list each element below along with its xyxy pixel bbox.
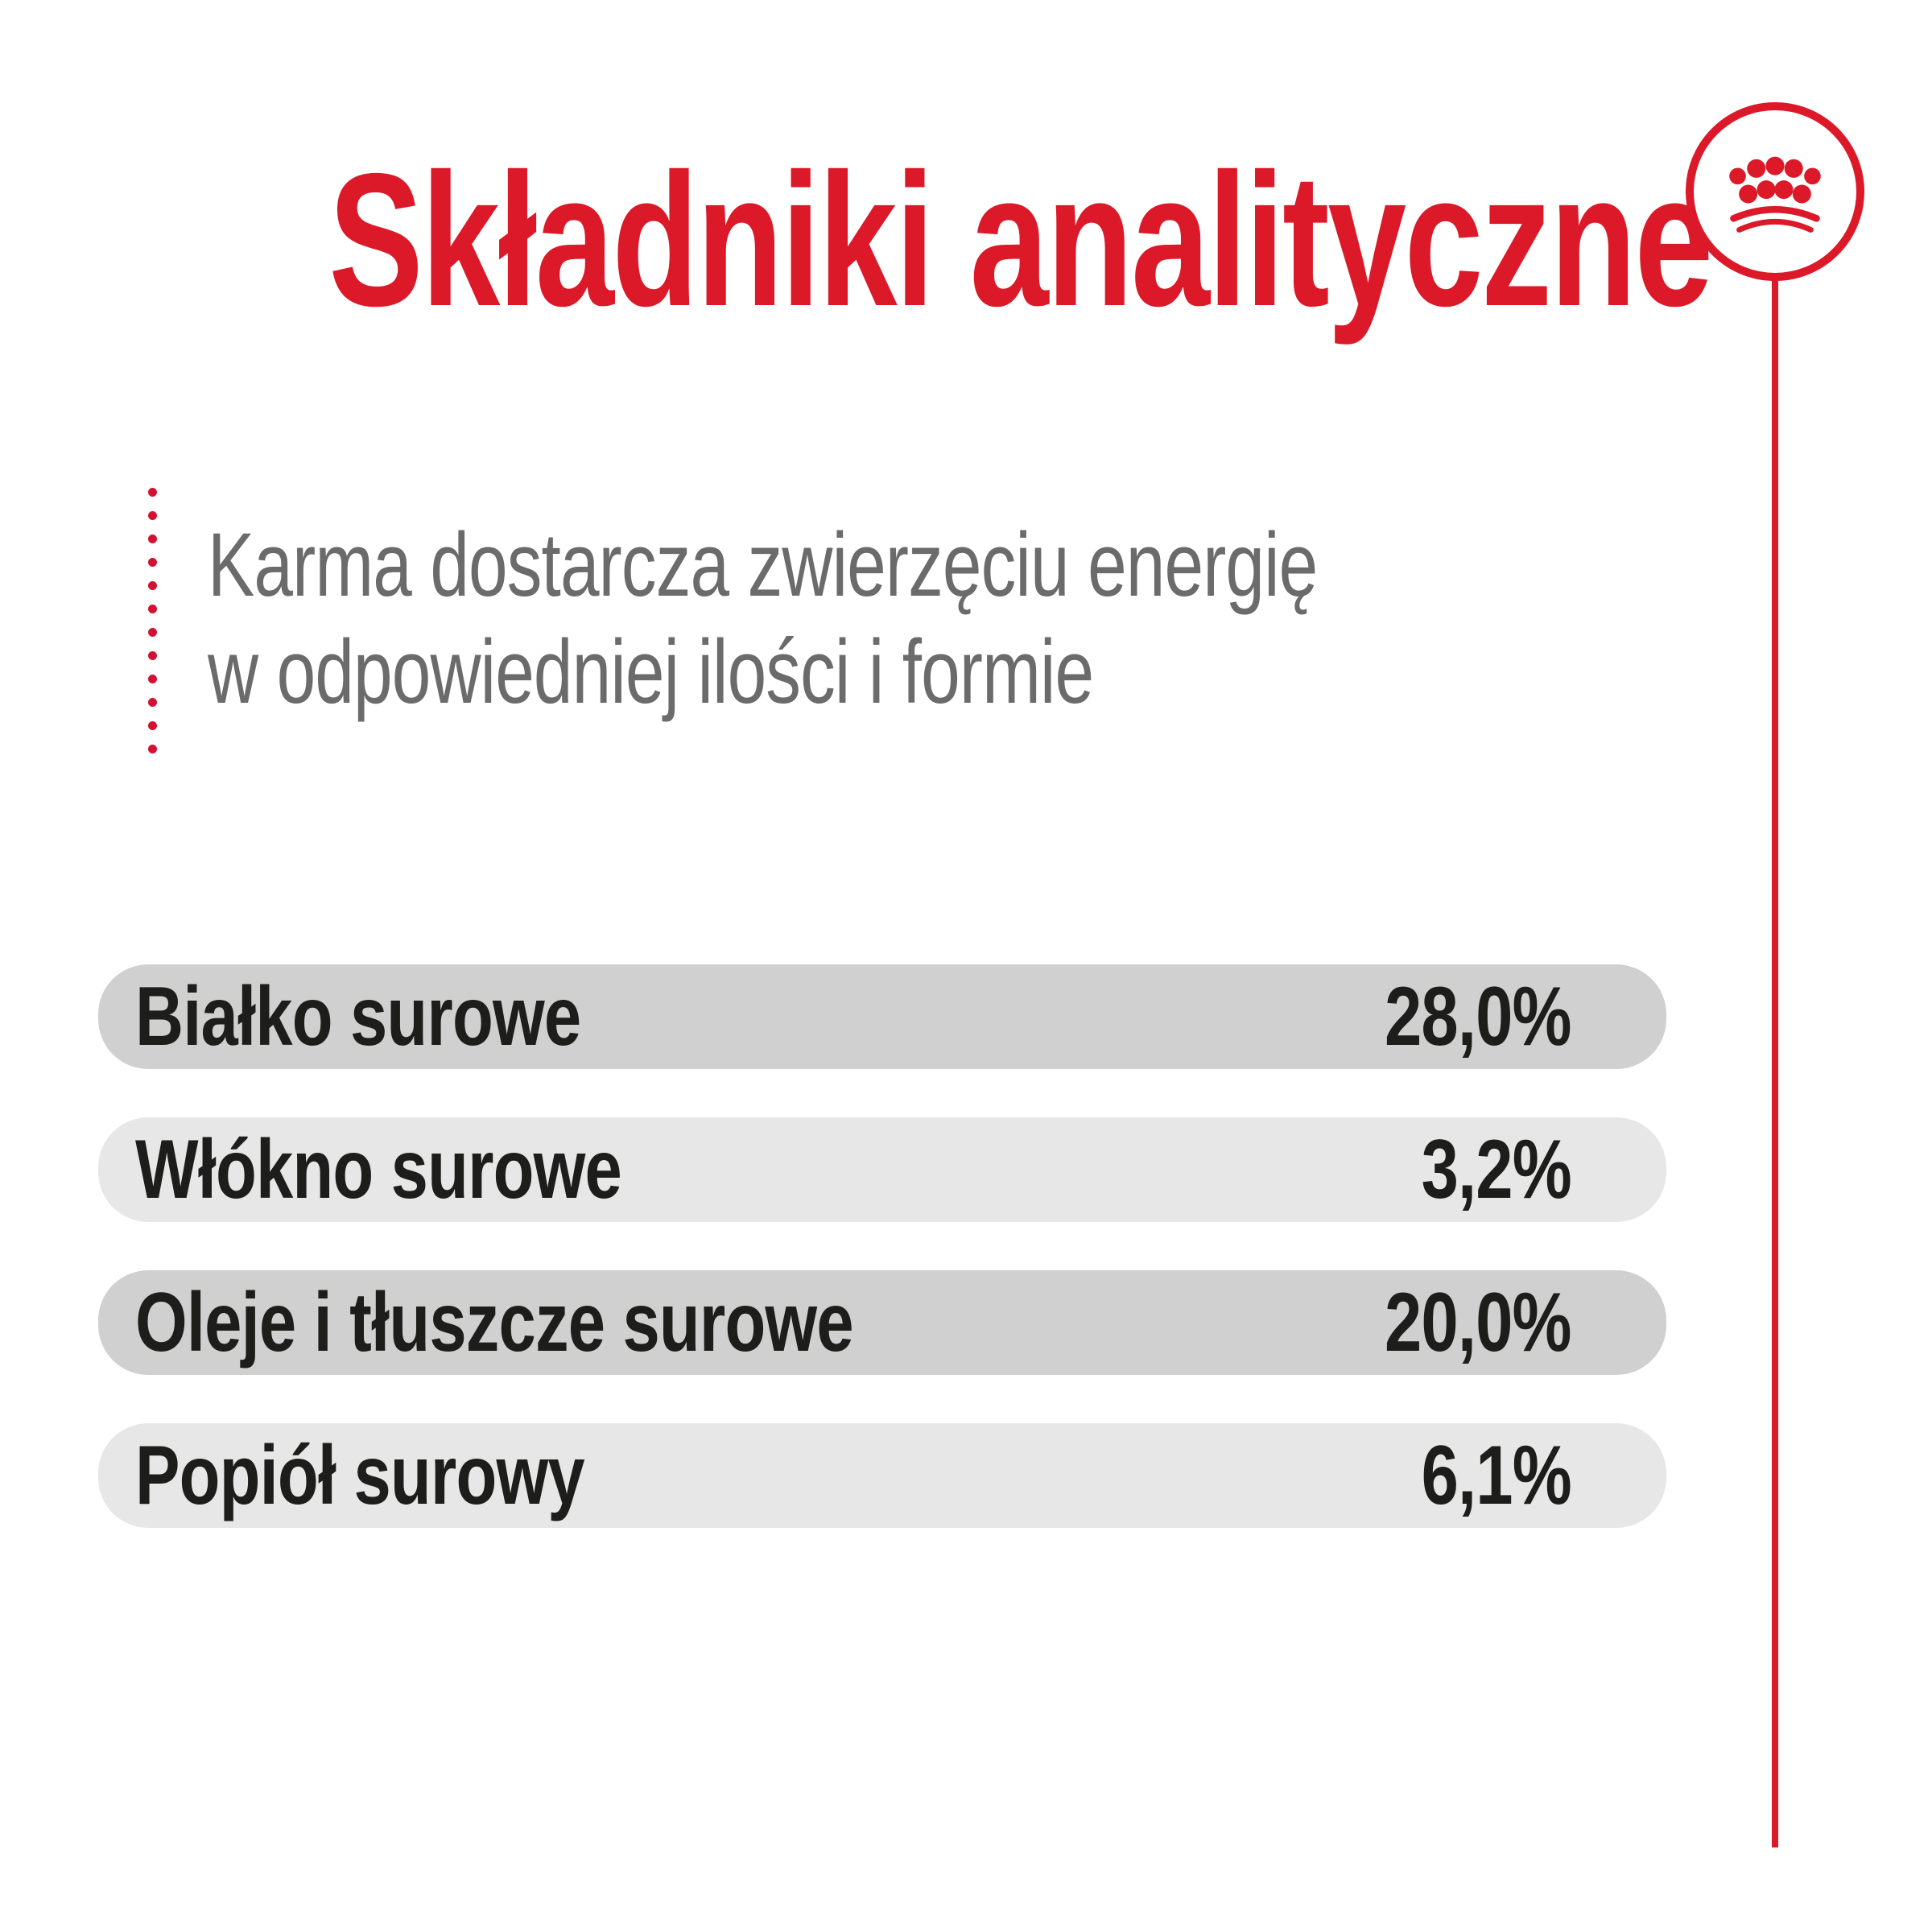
- page-title: Składniki analityczne: [98, 145, 1713, 334]
- dot: [148, 488, 157, 497]
- table-row-popiol-surowy: Popiół surowy 6,1%: [98, 1423, 1666, 1528]
- dot: [148, 675, 157, 683]
- dot: [148, 628, 157, 637]
- dot: [148, 581, 157, 590]
- row-value: 28,0%: [1385, 969, 1572, 1063]
- dot: [148, 605, 157, 613]
- table-row-oleje-i-tluszcze: Oleje i tłuszcze surowe 20,0%: [98, 1270, 1666, 1375]
- brand-logo: [1686, 102, 1864, 281]
- dot: [148, 511, 157, 520]
- dot: [148, 651, 157, 660]
- subtitle: Karma dostarcza zwierzęciu energię w odp…: [208, 511, 1630, 725]
- dot: [148, 745, 157, 753]
- page-title-text: Składniki analityczne: [328, 134, 1713, 345]
- row-label: Włókno surowe: [135, 1122, 622, 1216]
- dotted-accent-line: [148, 488, 157, 768]
- subtitle-line-1: Karma dostarcza zwierzęciu energię: [208, 514, 1318, 615]
- subtitle-line-2: w odpowiedniej ilości i formie: [208, 621, 1094, 722]
- table-row-bialko-surowe: Białko surowe 28,0%: [98, 964, 1666, 1069]
- table-row-wlokno-surowe: Włókno surowe 3,2%: [98, 1117, 1666, 1222]
- row-value: 3,2%: [1421, 1122, 1572, 1216]
- dot: [148, 698, 157, 707]
- dot: [148, 558, 157, 567]
- vertical-divider: [1772, 275, 1778, 1847]
- row-value: 20,0%: [1385, 1275, 1572, 1369]
- row-label: Popiół surowy: [135, 1428, 585, 1522]
- dot: [148, 721, 157, 730]
- row-label: Oleje i tłuszcze surowe: [135, 1275, 854, 1369]
- royal-canin-crown-icon: [1729, 156, 1821, 233]
- dot: [148, 535, 157, 543]
- row-value: 6,1%: [1421, 1428, 1572, 1522]
- row-label: Białko surowe: [135, 969, 581, 1063]
